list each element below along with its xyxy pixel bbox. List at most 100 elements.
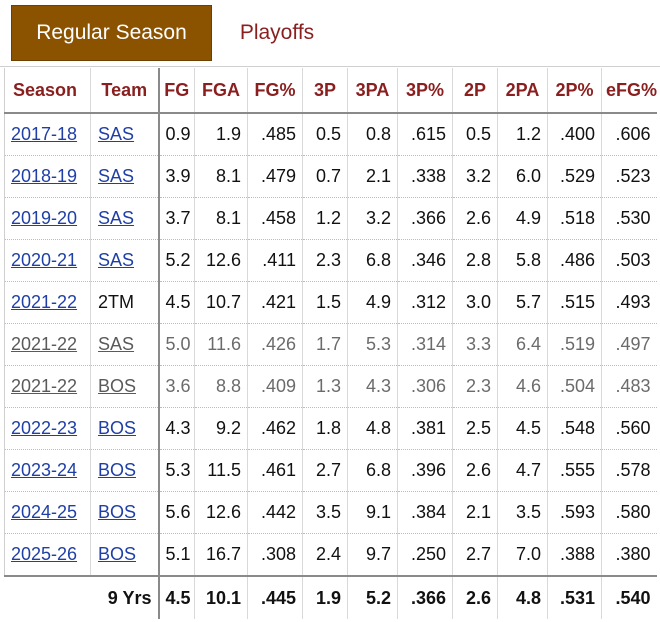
stat-cell: 10.7 [194, 281, 248, 324]
team-link[interactable]: BOS [98, 460, 137, 480]
team-cell: SAS [90, 323, 159, 366]
season-cell: 2022-23 [4, 407, 91, 450]
season-link[interactable]: 2021-22 [11, 376, 78, 396]
tab-regular-season[interactable]: Regular Season [11, 5, 212, 61]
col-header-2p[interactable]: 2P [452, 68, 498, 114]
team-link[interactable]: BOS [98, 376, 137, 396]
stat-cell: .396 [397, 449, 453, 492]
stat-cell: 4.3 [347, 365, 398, 408]
stat-cell: 11.6 [194, 323, 248, 366]
season-link[interactable]: 2017-18 [11, 124, 78, 144]
career-stat-cell: 4.5 [157, 575, 195, 619]
career-stat-cell: .540 [601, 575, 657, 619]
team-link[interactable]: BOS [98, 502, 137, 522]
stat-cell: .458 [247, 197, 303, 240]
col-header-2p-pct[interactable]: 2P% [547, 68, 602, 114]
col-header-3p[interactable]: 3P [302, 68, 348, 114]
season-link[interactable]: 2021-22 [11, 292, 78, 312]
stat-cell: 16.7 [194, 533, 248, 577]
stat-cell: .462 [247, 407, 303, 450]
team-link[interactable]: BOS [98, 544, 137, 564]
stat-cell: 1.7 [302, 323, 348, 366]
stat-cell: 2.4 [302, 533, 348, 577]
stat-cell: 1.8 [302, 407, 348, 450]
team-link[interactable]: SAS [98, 250, 135, 270]
stat-cell: .497 [601, 323, 657, 366]
team-link[interactable]: SAS [98, 166, 135, 186]
stat-cell: 4.3 [157, 407, 195, 450]
stat-cell: .530 [601, 197, 657, 240]
stat-cell: 3.5 [302, 491, 348, 534]
career-totals-row: 9 Yrs 4.5 10.1 .445 1.9 5.2 .366 2.6 4.8… [4, 575, 657, 619]
col-header-3p-pct[interactable]: 3P% [397, 68, 453, 114]
team-cell: BOS [90, 449, 159, 492]
stat-cell: .380 [601, 533, 657, 577]
team-link[interactable]: SAS [98, 124, 135, 144]
stat-cell: .442 [247, 491, 303, 534]
season-link[interactable]: 2018-19 [11, 166, 78, 186]
stat-cell: .483 [601, 365, 657, 408]
stat-cell: 9.2 [194, 407, 248, 450]
col-header-team[interactable]: Team [90, 68, 159, 114]
stat-cell: 4.5 [157, 281, 195, 324]
team-cell: SAS [90, 239, 159, 282]
stats-table-container: Season Team FG FGA FG% 3P 3PA 3P% 2P 2PA… [0, 68, 660, 619]
stat-cell: 4.9 [347, 281, 398, 324]
season-cell: 2021-22 [4, 365, 91, 408]
stat-cell: .366 [397, 197, 453, 240]
stat-cell: 1.3 [302, 365, 348, 408]
stat-cell: 4.5 [497, 407, 548, 450]
stat-cell: 6.8 [347, 449, 398, 492]
col-header-3pa[interactable]: 3PA [347, 68, 398, 114]
stat-cell: 2.7 [302, 449, 348, 492]
team-link[interactable]: BOS [98, 418, 137, 438]
stat-cell: 1.9 [194, 113, 248, 156]
col-header-season[interactable]: Season [4, 68, 91, 114]
season-cell: 2020-21 [4, 239, 91, 282]
team-link[interactable]: SAS [98, 208, 135, 228]
season-link[interactable]: 2025-26 [11, 544, 78, 564]
stat-cell: 3.3 [452, 323, 498, 366]
stat-cell: 5.6 [157, 491, 195, 534]
stat-cell: 2.5 [452, 407, 498, 450]
stat-cell: 3.0 [452, 281, 498, 324]
stat-cell: 5.7 [497, 281, 548, 324]
col-header-efg-pct[interactable]: eFG% [601, 68, 657, 114]
col-header-fg-pct[interactable]: FG% [247, 68, 303, 114]
stat-cell: 2.3 [452, 365, 498, 408]
career-stat-cell: .445 [247, 575, 303, 619]
stat-cell: .515 [547, 281, 602, 324]
stat-cell: .411 [247, 239, 303, 282]
team-cell: SAS [90, 155, 159, 198]
season-cell: 2019-20 [4, 197, 91, 240]
season-cell: 2018-19 [4, 155, 91, 198]
season-link[interactable]: 2024-25 [11, 502, 78, 522]
stat-cell: 2.6 [452, 197, 498, 240]
season-link[interactable]: 2019-20 [11, 208, 78, 228]
season-link[interactable]: 2022-23 [11, 418, 78, 438]
stat-cell: 8.1 [194, 155, 248, 198]
stat-cell: 1.2 [302, 197, 348, 240]
stat-cell: 0.8 [347, 113, 398, 156]
stat-cell: 12.6 [194, 239, 248, 282]
stat-cell: 3.6 [157, 365, 195, 408]
stat-cell: 3.2 [452, 155, 498, 198]
col-header-fga[interactable]: FGA [194, 68, 248, 114]
col-header-2pa[interactable]: 2PA [497, 68, 548, 114]
table-row: 2024-25 BOS 5.6 12.6.442 3.5 9.1.384 2.1 3.5.59… [4, 491, 657, 534]
season-link[interactable]: 2020-21 [11, 250, 78, 270]
tab-playoffs[interactable]: Playoffs [239, 21, 315, 44]
stat-cell: .384 [397, 491, 453, 534]
table-row: 2022-23 BOS 4.3 9.2.462 1.8 4.8.381 2.5 4.5.548… [4, 407, 657, 450]
table-row: 2019-20 SAS 3.7 8.1.458 1.2 3.2.366 2.6 4.9.518… [4, 197, 657, 240]
stat-cell: .314 [397, 323, 453, 366]
col-header-fg[interactable]: FG [157, 68, 195, 114]
table-row: 2021-22 2TM 4.5 10.7.421 1.5 4.9.312 3.0 5.7.51… [4, 281, 657, 324]
season-link[interactable]: 2023-24 [11, 460, 78, 480]
season-cell: 2025-26 [4, 533, 91, 577]
season-cell: 2017-18 [4, 113, 91, 156]
stat-cell: .606 [601, 113, 657, 156]
season-link[interactable]: 2021-22 [11, 334, 78, 354]
stat-cell: 4.9 [497, 197, 548, 240]
team-link[interactable]: SAS [98, 334, 135, 354]
